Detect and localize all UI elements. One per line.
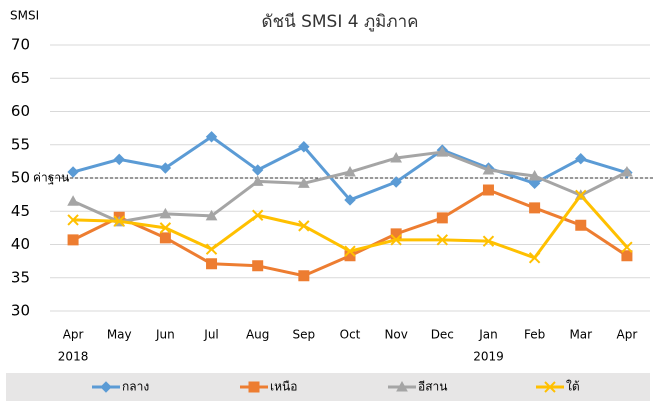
y-tick-label: 55 xyxy=(11,135,30,153)
data-point xyxy=(67,195,79,206)
x-tick-label: Mar xyxy=(569,328,592,342)
data-point xyxy=(528,252,541,264)
legend-marker xyxy=(544,381,556,393)
data-point xyxy=(67,234,79,246)
data-point xyxy=(575,189,587,201)
legend-marker xyxy=(100,381,112,393)
data-point xyxy=(251,209,264,221)
data-point xyxy=(298,141,310,153)
data-point xyxy=(436,212,448,224)
y-tick-label: 30 xyxy=(11,302,30,320)
x-tick-label: Nov xyxy=(384,328,407,342)
data-point xyxy=(298,270,310,282)
chart-title: ดัชนี SMSI 4 ภูมิภาค xyxy=(261,12,418,32)
y-tick-label: 65 xyxy=(11,69,30,87)
data-point xyxy=(159,207,172,219)
x-tick-label: Dec xyxy=(431,328,454,342)
y-axis-label: SMSI xyxy=(10,9,39,23)
x-tick-label: Jul xyxy=(203,328,218,342)
data-point xyxy=(67,214,79,226)
data-point xyxy=(205,243,218,255)
x-tick-label: Feb xyxy=(524,328,545,342)
data-point xyxy=(113,215,125,227)
data-point xyxy=(436,146,449,157)
y-tick-label: 70 xyxy=(11,36,30,54)
x-tick-label: Oct xyxy=(340,328,361,342)
y-tick-label: 35 xyxy=(11,268,30,286)
data-point xyxy=(529,202,541,214)
data-point xyxy=(621,165,633,177)
data-point xyxy=(390,234,402,246)
y-tick-label: 50 xyxy=(11,169,30,187)
data-point xyxy=(482,235,495,247)
x-tick-label: Apr xyxy=(63,328,84,342)
data-point xyxy=(159,222,172,234)
x-tick-label: May xyxy=(107,328,132,342)
data-point xyxy=(206,258,218,270)
data-point xyxy=(205,209,218,221)
data-point xyxy=(297,177,310,188)
data-point xyxy=(67,166,79,178)
data-point xyxy=(436,234,449,246)
data-point xyxy=(298,220,310,232)
data-point xyxy=(113,153,125,166)
x-tick-label: Aug xyxy=(246,328,269,342)
legend-label: อีสาน xyxy=(418,380,447,394)
year-label: 2019 xyxy=(473,350,504,364)
data-point xyxy=(575,219,587,231)
data-point xyxy=(482,184,494,196)
legend-marker xyxy=(396,380,408,392)
data-point xyxy=(344,165,356,177)
data-point xyxy=(390,152,403,163)
x-tick-label: Jan xyxy=(478,328,498,342)
year-label: 2018 xyxy=(58,350,89,364)
data-point xyxy=(528,169,541,181)
data-point xyxy=(344,245,356,257)
data-point xyxy=(344,194,356,206)
data-point xyxy=(621,241,633,253)
data-point xyxy=(482,163,495,175)
y-tick-label: 40 xyxy=(11,235,30,253)
data-point xyxy=(205,131,218,143)
data-point xyxy=(159,162,172,174)
data-point xyxy=(251,175,264,186)
legend-label: กลาง xyxy=(122,380,149,394)
x-tick-label: Apr xyxy=(617,328,638,342)
legend-label: ใต้ xyxy=(566,380,580,394)
data-point xyxy=(251,164,264,176)
x-tick-label: Sep xyxy=(293,328,316,342)
reference-label: ค่าฐาน xyxy=(33,171,69,185)
data-point xyxy=(621,250,633,262)
y-tick-label: 45 xyxy=(11,202,30,220)
data-point xyxy=(159,232,171,244)
data-point xyxy=(575,153,587,165)
data-point xyxy=(390,176,402,188)
x-tick-label: Jun xyxy=(155,328,175,342)
y-tick-label: 60 xyxy=(11,102,30,120)
legend-label: เหนือ xyxy=(270,380,297,394)
data-point xyxy=(528,177,541,190)
data-point xyxy=(252,260,264,272)
legend-marker xyxy=(248,381,260,393)
